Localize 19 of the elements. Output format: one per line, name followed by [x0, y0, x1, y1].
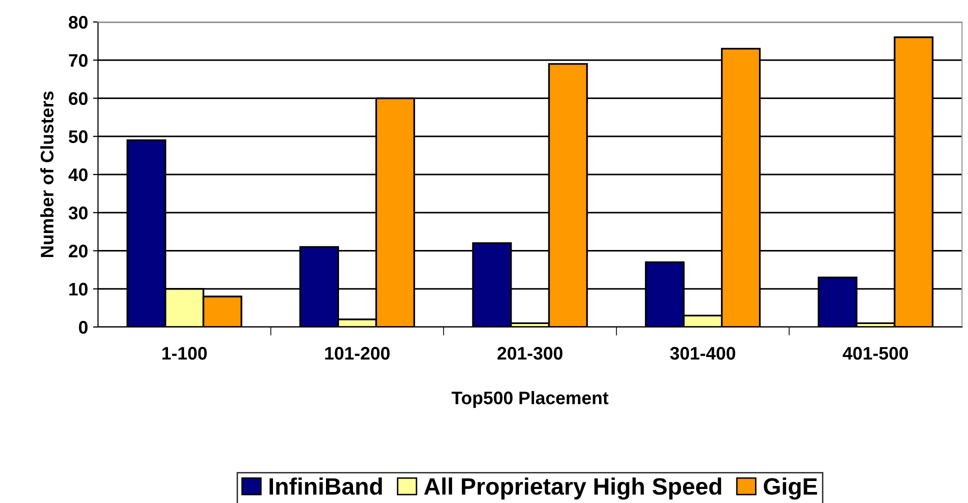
legend-label: GigE: [764, 477, 818, 500]
y-tick-label: 70: [68, 54, 88, 67]
y-tick-label: 10: [69, 282, 88, 296]
legend-label: All Proprietary High Speed: [424, 477, 722, 500]
y-tick-label: 20: [68, 244, 88, 258]
x-tick-label: 401-500: [842, 346, 908, 360]
x-axis-title: Top500 Placement: [452, 391, 608, 408]
legend-label: InfiniBand: [270, 477, 382, 495]
x-tick-label: 1-100: [162, 346, 207, 360]
y-tick-label: 30: [68, 206, 88, 220]
x-tick-label: 201-300: [498, 346, 562, 360]
y-tick-label: 50: [68, 130, 88, 144]
y-axis-title: Number of Clusters: [40, 91, 54, 258]
x-tick-label: 301-400: [670, 346, 736, 360]
y-tick-label: 40: [68, 168, 88, 182]
y-tick-label: 80: [68, 16, 88, 29]
x-tick-label: 101-200: [325, 346, 390, 360]
y-tick-label: 60: [68, 92, 88, 105]
y-tick-label: 0: [78, 320, 88, 334]
